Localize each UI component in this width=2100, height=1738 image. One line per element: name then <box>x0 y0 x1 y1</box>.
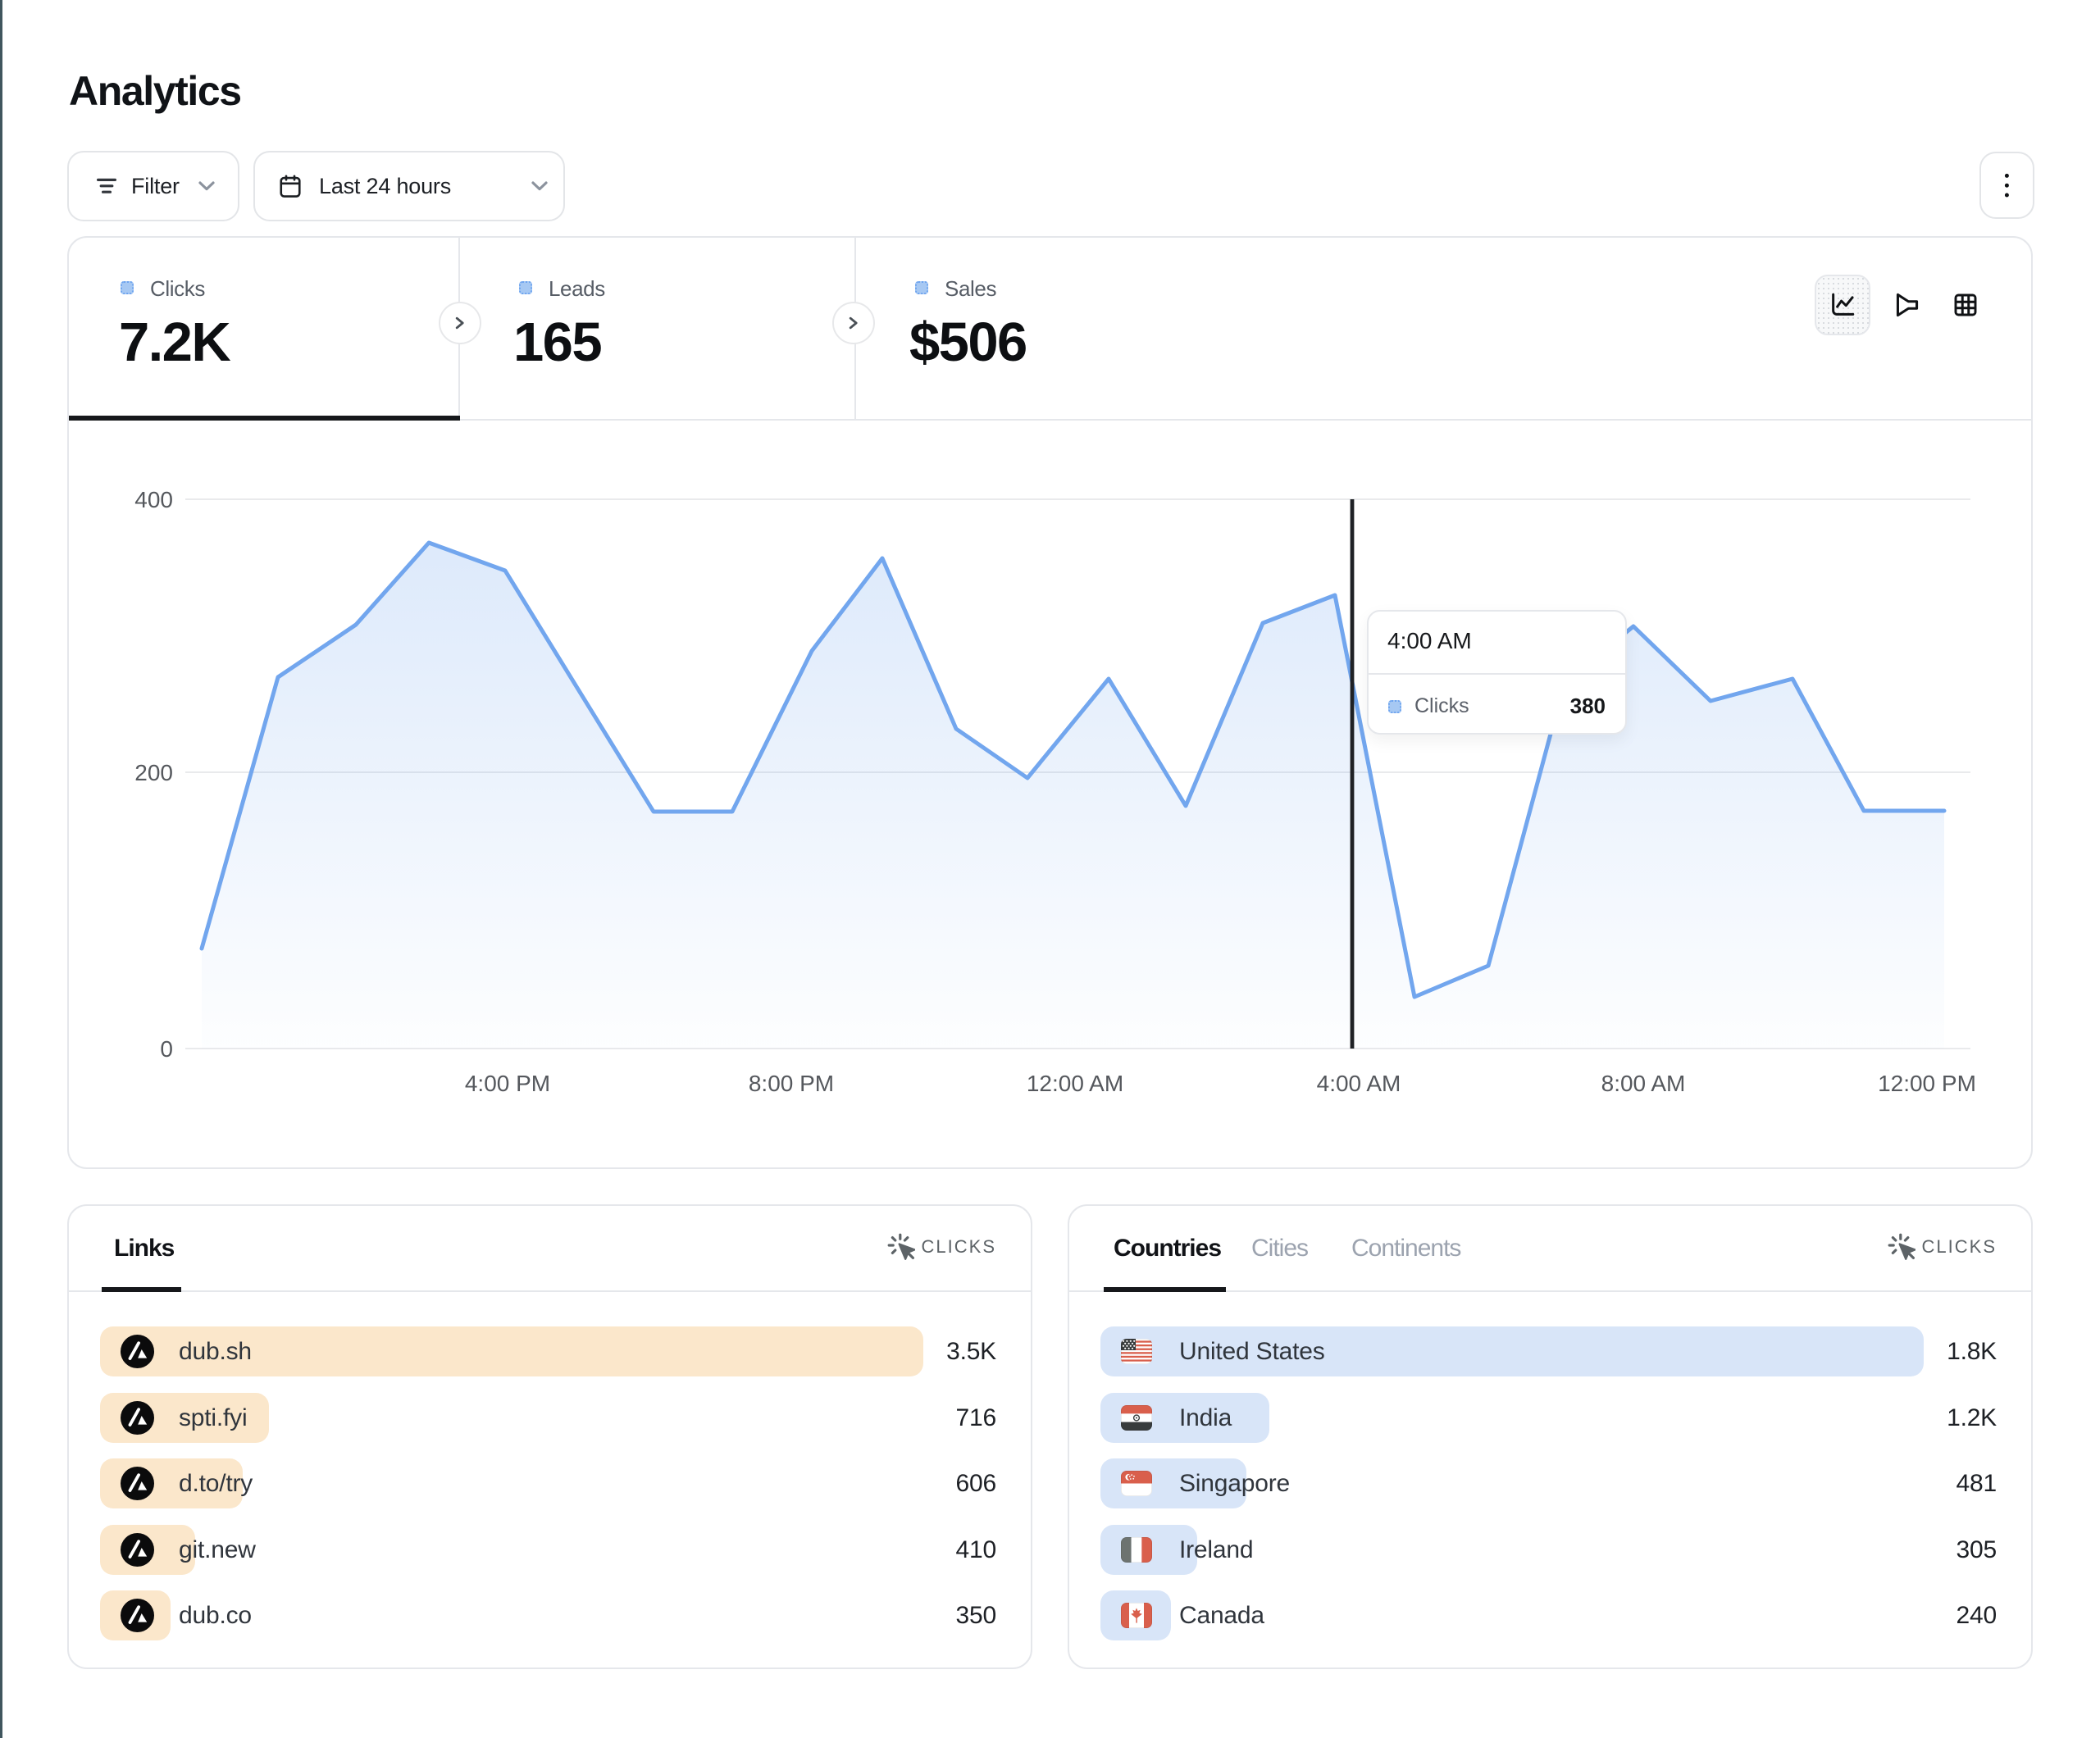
svg-text:200: 200 <box>134 760 173 785</box>
svg-text:12:00 AM: 12:00 AM <box>1027 1071 1123 1096</box>
svg-text:0: 0 <box>160 1036 173 1062</box>
svg-text:400: 400 <box>134 487 173 512</box>
svg-text:4:00 AM: 4:00 AM <box>1317 1071 1401 1096</box>
svg-text:4:00 PM: 4:00 PM <box>465 1071 550 1096</box>
svg-text:12:00 PM: 12:00 PM <box>1878 1071 1976 1096</box>
svg-text:8:00 AM: 8:00 AM <box>1601 1071 1686 1096</box>
svg-text:8:00 PM: 8:00 PM <box>749 1071 834 1096</box>
